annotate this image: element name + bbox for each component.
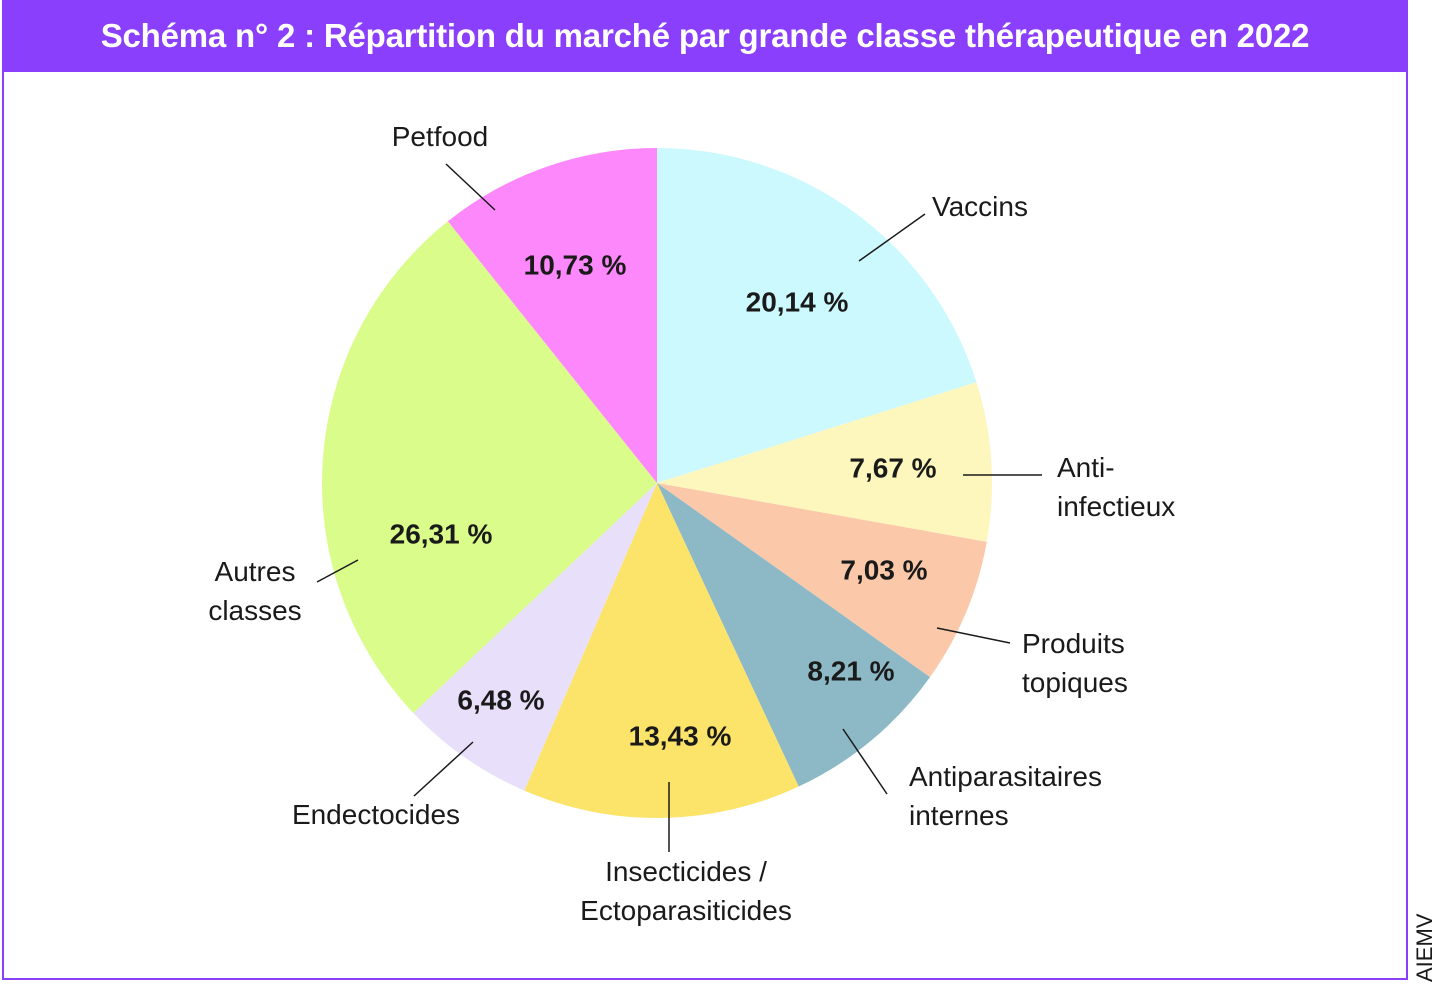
slice-value-label: 8,21 % bbox=[807, 655, 894, 686]
leader-line bbox=[858, 213, 926, 262]
pie-slice bbox=[657, 483, 930, 787]
slice-value-label: 10,73 % bbox=[524, 249, 627, 280]
slice-category-label: Produits topiques bbox=[1022, 628, 1128, 698]
leader-line bbox=[936, 627, 1011, 644]
slice-value-label: 20,14 % bbox=[746, 286, 849, 317]
leader-line bbox=[316, 559, 359, 583]
source-credit: AIEMV bbox=[1412, 913, 1437, 982]
slice-category-label: Anti-infectieux bbox=[1057, 452, 1175, 522]
slice-category-label: Petfood bbox=[392, 121, 489, 152]
slice-value-label: 6,48 % bbox=[457, 684, 544, 715]
leader-line bbox=[413, 741, 474, 797]
pie-slice bbox=[657, 483, 987, 678]
slice-category-label: Insecticides / Ectoparasiticides bbox=[580, 856, 792, 926]
pie-slice bbox=[447, 148, 657, 483]
pie-slice bbox=[657, 382, 992, 542]
leader-line bbox=[842, 728, 888, 795]
slice-category-label: Autres classes bbox=[208, 556, 301, 626]
pie-slice bbox=[321, 221, 657, 713]
pie-slice bbox=[413, 483, 657, 791]
pie-slice bbox=[524, 483, 799, 818]
chart-frame bbox=[2, 70, 1408, 980]
leader-line bbox=[445, 163, 496, 211]
slice-value-label: 7,03 % bbox=[840, 554, 927, 585]
slice-category-label: Vaccins bbox=[932, 191, 1028, 222]
slice-value-label: 7,67 % bbox=[849, 452, 936, 483]
slice-category-label: Antiparasitaires internes bbox=[909, 761, 1102, 831]
pie-slice bbox=[657, 148, 977, 483]
slice-value-label: 26,31 % bbox=[390, 518, 493, 549]
slice-value-label: 13,43 % bbox=[629, 720, 732, 751]
chart-title: Schéma n° 2 : Répartition du marché par … bbox=[2, 0, 1408, 72]
slice-category-label: Endectocides bbox=[292, 799, 460, 830]
